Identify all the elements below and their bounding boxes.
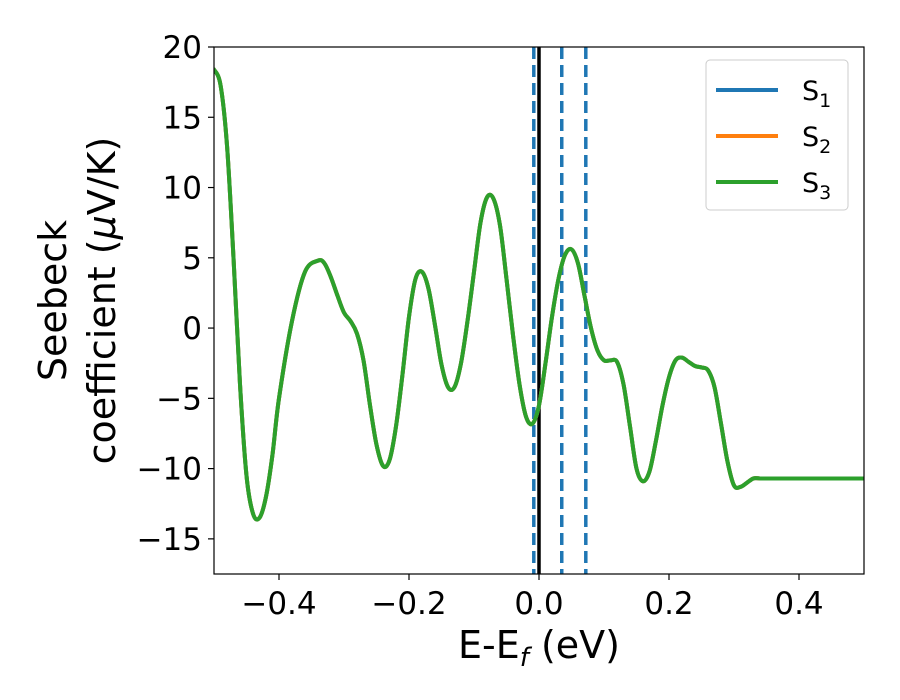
legend: S1 S2 S3 [705, 59, 849, 211]
x-tick-label: −0.2 [371, 586, 446, 622]
y-tick-label: 5 [182, 241, 202, 277]
legend-label-s2: S2 [802, 122, 831, 158]
y-tick-label: −5 [156, 381, 202, 417]
y-axis-label-line2: coefficient (μV/K) [80, 137, 124, 465]
y-axis-label-line1: Seebeck [31, 220, 75, 381]
series-line-s3 [214, 67, 864, 522]
legend-label-s3: S3 [802, 168, 831, 204]
x-axis: −0.4 −0.2 0.0 0.2 0.4 [241, 574, 824, 622]
plot-area [214, 47, 864, 574]
y-tick-label: 0 [182, 311, 202, 347]
x-tick-label: 0.0 [514, 586, 563, 622]
y-axis: −15 −10 −5 0 5 10 15 20 [137, 30, 214, 558]
x-tick-label: 0.2 [644, 586, 693, 622]
y-tick-label: −15 [137, 522, 202, 558]
y-tick-label: 15 [163, 100, 202, 136]
y-tick-label: 10 [163, 171, 202, 207]
y-tick-label: −10 [137, 452, 202, 488]
x-tick-label: 0.4 [774, 586, 823, 622]
x-axis-label: E-Ef (eV) [458, 623, 620, 673]
y-axis-label: Seebeck coefficient (μV/K) [31, 137, 124, 465]
y-tick-label: 20 [163, 30, 202, 66]
legend-label-s1: S1 [802, 76, 831, 112]
x-tick-label: −0.4 [241, 586, 316, 622]
